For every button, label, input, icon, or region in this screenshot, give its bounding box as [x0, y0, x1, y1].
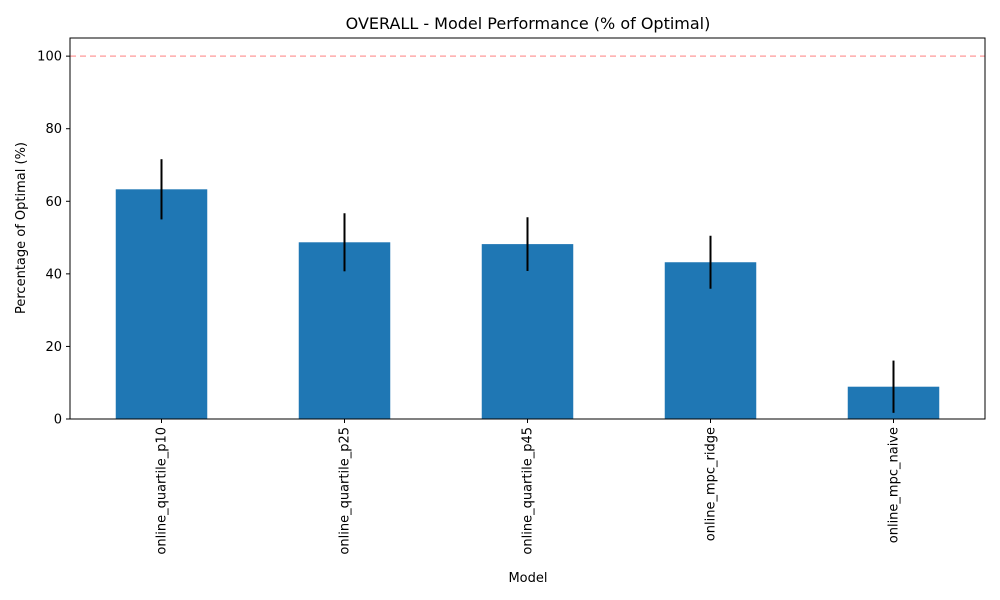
plot-frame [69, 37, 986, 420]
x-tick-label-online_quartile_p10: online_quartile_p10 [155, 427, 170, 555]
y-tick-label-20: 20 [45, 340, 62, 355]
y-tick-label-60: 60 [45, 195, 62, 210]
chart-title: OVERALL - Model Performance (% of Optima… [346, 14, 711, 33]
x-tick-label-online_quartile_p45: online_quartile_p45 [521, 427, 536, 555]
y-tick-label-40: 40 [45, 267, 62, 282]
x-axis-label: Model [508, 571, 547, 586]
x-tick-label-online_mpc_ridge: online_mpc_ridge [704, 427, 719, 541]
x-tick-label-online_quartile_p25: online_quartile_p25 [338, 427, 353, 555]
bar-online_quartile_p45 [481, 244, 574, 419]
plot-area: online_quartile_p10 online_quartile_p25 on… [37, 37, 986, 555]
bar-online_quartile_p10 [115, 189, 208, 419]
y-tick-label-0: 0 [54, 413, 62, 428]
x-tick-label-online_mpc_naive: online_mpc_naive [887, 427, 902, 543]
y-axis-label: Percentage of Optimal (%) [14, 142, 29, 314]
bar-online_quartile_p25 [298, 242, 391, 419]
y-tick-label-100: 100 [37, 50, 62, 65]
y-tick-label-80: 80 [45, 122, 62, 137]
